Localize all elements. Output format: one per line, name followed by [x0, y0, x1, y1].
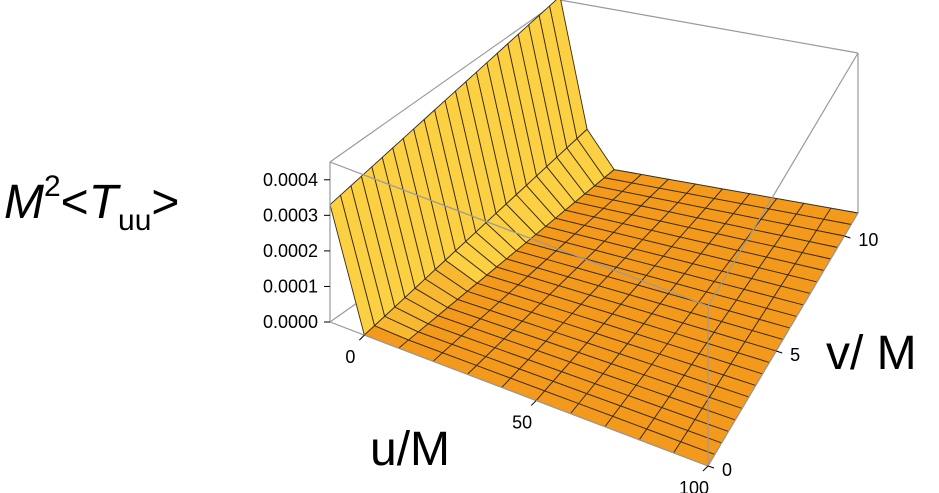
y-tick-label: 0	[722, 460, 732, 480]
x-tick-mark	[359, 334, 365, 341]
y-tick-label: 10	[858, 230, 878, 250]
z-tick-label: 0.0001	[263, 276, 318, 296]
box-edge	[329, 0, 561, 163]
y-tick-mark	[844, 235, 851, 239]
z-tick-label: 0.0000	[263, 312, 318, 332]
y-tick-label: 5	[790, 345, 800, 365]
box-edge	[707, 52, 859, 307]
z-tick-label: 0.0003	[263, 205, 318, 225]
x-axis-label: u/M	[370, 423, 451, 476]
box-edge	[329, 161, 709, 307]
surface-mesh	[329, 0, 859, 467]
box-edge	[329, 321, 709, 467]
z-tick-label: 0.0002	[263, 241, 318, 261]
box-edge	[559, 0, 859, 54]
y-tick-mark	[776, 350, 783, 354]
y-axis-label: v/ M	[826, 327, 917, 380]
x-tick-label: 50	[512, 413, 532, 433]
y-tick-mark	[707, 465, 715, 469]
z-axis-label: M2<Tuu>	[4, 170, 180, 237]
bounding-box-front	[329, 52, 859, 467]
x-tick-mark	[530, 400, 537, 406]
x-tick-label: 100	[679, 478, 709, 493]
x-tick-label: 0	[345, 347, 355, 367]
tick-labels: 0 50 100 0 5 10 0.0000 0.0001 0.0002 0.0003 0.0004	[263, 170, 878, 493]
box-edge	[707, 212, 859, 467]
z-tick-label: 0.0004	[263, 170, 318, 190]
x-tick-mark	[702, 465, 709, 472]
